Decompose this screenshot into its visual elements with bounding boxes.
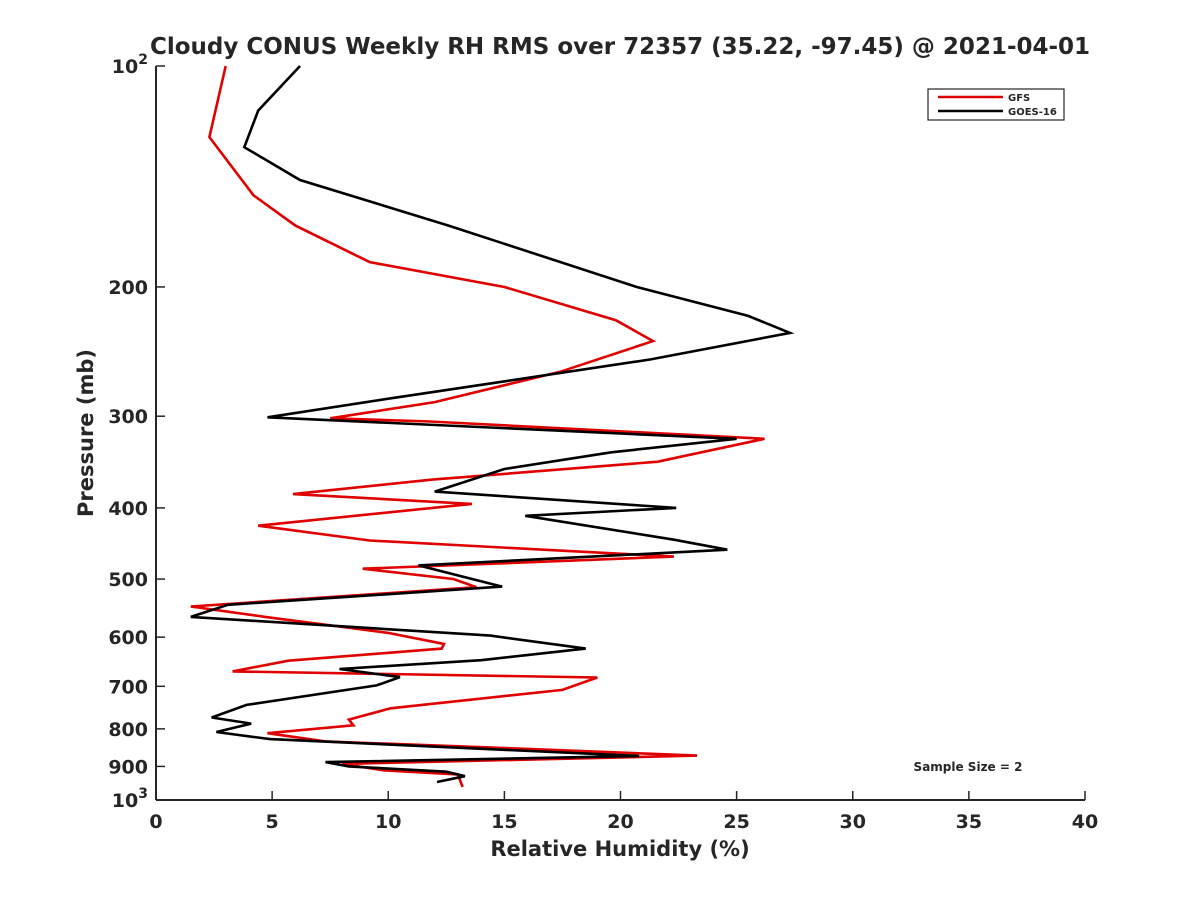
chart-title: Cloudy CONUS Weekly RH RMS over 72357 (3…: [150, 34, 1090, 60]
legend-box: [927, 88, 1065, 121]
y-tick-label: 300: [108, 406, 148, 428]
y-tick-label: 700: [108, 676, 148, 698]
series-line-goes16: [190, 65, 795, 784]
x-axis-ticks: 0 5 10 15 20 25 30 35 40: [149, 791, 1098, 833]
y-tick-label: 102: [112, 52, 148, 78]
legend: GFS GOES-16: [927, 88, 1065, 121]
y-tick-label: 400: [108, 498, 148, 520]
legend-label-goes16: GOES-16: [1008, 107, 1057, 118]
x-axis-label: Relative Humidity (%): [490, 837, 749, 861]
y-axis-label: Pressure (mb): [74, 349, 98, 517]
y-tick-label: 900: [108, 756, 148, 778]
x-tick-label: 35: [956, 811, 982, 833]
y-tick-label: 600: [108, 627, 148, 649]
sample-size-annotation: Sample Size = 2: [914, 760, 1023, 774]
x-tick-label: 10: [375, 811, 401, 833]
plot-area: 0 5 10 15 20 25 30 35 40 102 200 300 400 500 600 700 80…: [108, 52, 1098, 833]
x-tick-label: 15: [491, 811, 517, 833]
series-layer: [190, 65, 795, 788]
x-tick-label: 5: [266, 811, 279, 833]
y-tick-label: 500: [108, 569, 148, 591]
x-tick-label: 0: [149, 811, 162, 833]
y-tick-label: 800: [108, 719, 148, 741]
x-tick-label: 25: [723, 811, 749, 833]
x-tick-label: 30: [840, 811, 866, 833]
y-axis-ticks: 102 200 300 400 500 600 700 800 900 103: [108, 52, 165, 812]
y-tick-label: 103: [112, 786, 148, 812]
x-tick-label: 20: [607, 811, 633, 833]
y-tick-label: 200: [108, 277, 148, 299]
legend-label-gfs: GFS: [1008, 93, 1030, 104]
x-tick-label: 40: [1072, 811, 1098, 833]
